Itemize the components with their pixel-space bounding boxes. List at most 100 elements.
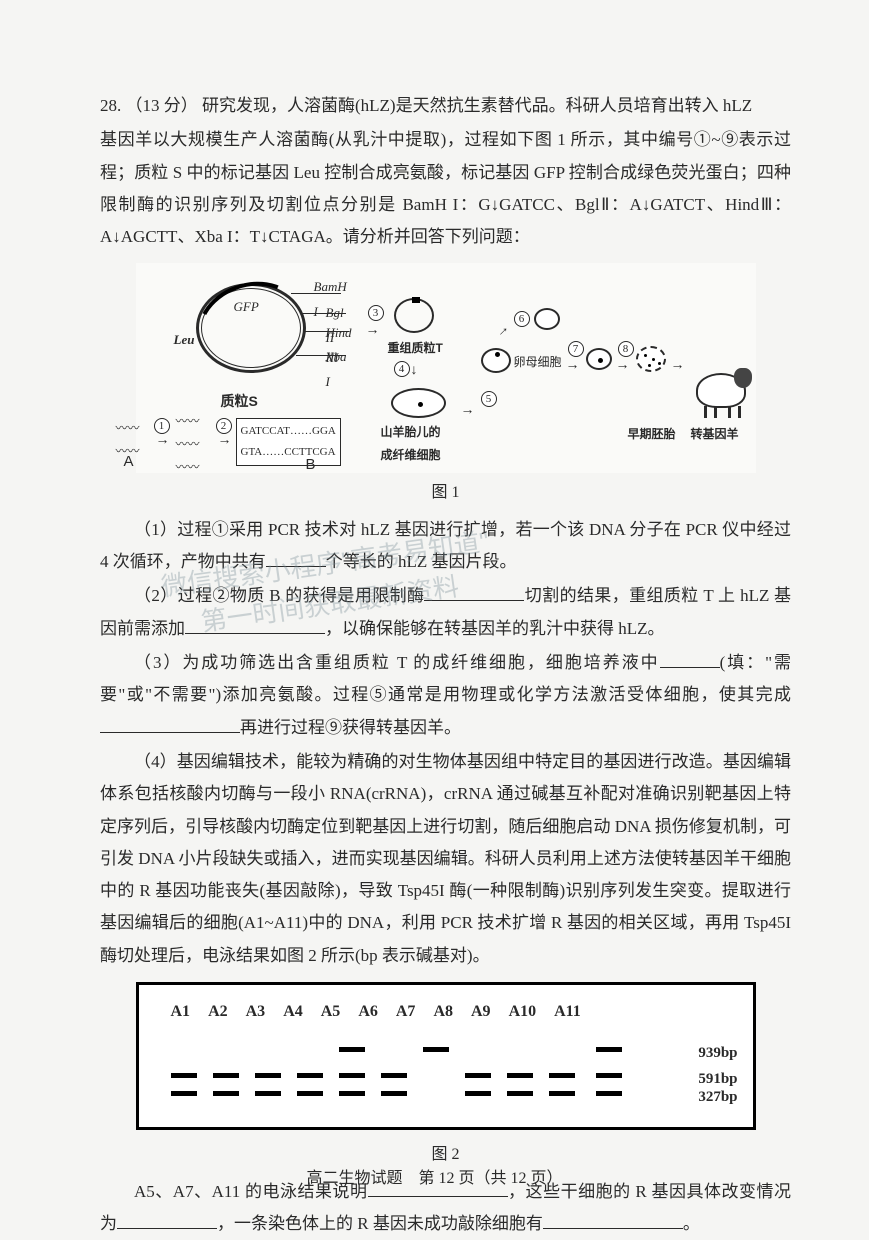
sheep-leg-3 — [728, 406, 731, 418]
q1-suffix: 个等长的 hLZ 基因片段。 — [326, 552, 517, 571]
seq-top: GATCCAT……GGA — [241, 421, 336, 442]
gel-band — [297, 1073, 323, 1078]
lane-a10: A10 — [509, 997, 537, 1027]
fig1-caption: 图 1 — [100, 478, 791, 508]
oocyte-dot — [495, 352, 500, 357]
figure-1: GFP Leu BamH I Bgl II Hind III Xba I 质粒S… — [136, 263, 756, 473]
gel-figure: A1 A2 A3 A4 A5 A6 A7 A8 A9 A10 A11 939bp… — [136, 982, 756, 1130]
label-a: A — [124, 448, 134, 477]
bp-939-label: 939bp — [698, 1039, 737, 1068]
recomb-t-label: 重组质粒T — [388, 337, 443, 360]
lane-a9: A9 — [471, 997, 491, 1027]
lane-a8: A8 — [433, 997, 453, 1027]
embryo-dot-4 — [658, 362, 661, 365]
step-1-num: 1 — [154, 418, 170, 434]
intro-text-1: 研究发现，人溶菌酶(hLZ)是天然抗生素替代品。科研人员培育出转入 hLZ — [202, 96, 752, 115]
sequence-box: GATCCAT……GGA GTA……CCTTCGA — [236, 418, 341, 466]
q1-para: （1）过程①采用 PCR 技术对 hLZ 基因进行扩增，若一个该 DNA 分子在… — [100, 514, 791, 579]
oocyte — [481, 348, 511, 373]
q-points: （13 分） — [126, 96, 198, 115]
q3-blank-1 — [660, 648, 720, 668]
q3-suffix: 再进行过程⑨获得转基因羊。 — [240, 718, 461, 737]
gel-band — [465, 1073, 491, 1078]
embryo-dot-2 — [652, 358, 655, 361]
gel-band — [465, 1091, 491, 1096]
gel-band — [423, 1047, 449, 1052]
recomb-plasmid-t — [394, 298, 434, 333]
gel-bands-area: 939bp 591bp 327bp — [171, 1039, 733, 1109]
lane-a11: A11 — [554, 997, 581, 1027]
question-intro: 28. （13 分） 研究发现，人溶菌酶(hLZ)是天然抗生素替代品。科研人员培… — [100, 90, 791, 122]
q-number: 28. — [100, 96, 121, 115]
sheep-leg-1 — [704, 406, 707, 418]
gel-band — [381, 1073, 407, 1078]
gel-band — [339, 1073, 365, 1078]
gel-band — [507, 1091, 533, 1096]
wave-mid: 〰〰〰〰〰〰 — [176, 411, 200, 479]
step-8-num: 8 — [618, 341, 634, 357]
q4-final-mid2: ，一条染色体上的 R 基因未成功敲除细胞有 — [217, 1214, 543, 1233]
step-4-num: 4 — [394, 361, 410, 377]
gel-band — [596, 1047, 622, 1052]
step-7-num: 7 — [568, 341, 584, 357]
q2-blank-1 — [424, 581, 524, 601]
sheep-label: 转基因羊 — [691, 423, 739, 446]
sheep-head — [734, 368, 752, 388]
plasmid-s: GFP Leu BamH I Bgl II Hind III Xba I — [186, 273, 336, 393]
gel-band — [297, 1091, 323, 1096]
lane-a3: A3 — [246, 997, 266, 1027]
plasmid-s-label: 质粒S — [221, 388, 258, 415]
gel-band — [255, 1091, 281, 1096]
lane-a1: A1 — [171, 997, 191, 1027]
gel-band — [213, 1091, 239, 1096]
arrow-6: → — [488, 317, 517, 346]
plasmid-t-mark — [412, 297, 420, 303]
step-6-num: 6 — [514, 311, 530, 327]
embryo-label: 早期胚胎 — [628, 423, 676, 446]
q2-blank-2 — [185, 613, 325, 633]
gel-band — [507, 1073, 533, 1078]
arrow-8: → — [616, 353, 630, 380]
fused-cell — [586, 348, 612, 370]
arrow-4-down: ↓ — [411, 358, 418, 385]
arrow-9: → — [671, 353, 685, 380]
gel-band — [381, 1091, 407, 1096]
embryo-dot-1 — [644, 354, 647, 357]
q3-text: （3）为成功筛选出含重组质粒 T 的成纤维细胞，细胞培养液中 — [134, 653, 660, 672]
lane-a7: A7 — [396, 997, 416, 1027]
oocyte-label: 卵母细胞 — [514, 351, 562, 374]
lane-a5: A5 — [321, 997, 341, 1027]
fibroblast-dot — [418, 402, 423, 407]
fibroblast-label: 山羊胎儿的 成纤维细胞 — [381, 421, 441, 467]
step-5-num: 5 — [481, 391, 497, 407]
sheep-leg-4 — [738, 406, 741, 418]
gel-band — [213, 1073, 239, 1078]
lane-labels-row: A1 A2 A3 A4 A5 A6 A7 A8 A9 A10 A11 — [171, 997, 733, 1027]
intro-text-2: 基因羊以大规模生产人溶菌酶(从乳汁中提取)，过程如下图 1 所示，其中编号①~⑨… — [100, 124, 791, 253]
lane-a2: A2 — [208, 997, 228, 1027]
gel-band — [596, 1091, 622, 1096]
arrow-5: → — [461, 398, 475, 425]
q2-text: （2）过程②物质 B 的获得是用限制酶 — [134, 586, 424, 605]
gel-band — [549, 1091, 575, 1096]
xba-label: Xba I — [326, 345, 347, 394]
arrow-3: → — [366, 318, 380, 345]
step-2-num: 2 — [216, 418, 232, 434]
step-3-num: 3 — [368, 305, 384, 321]
fused-dot — [598, 358, 603, 363]
q3-blank-2 — [100, 712, 240, 732]
arrow-7: → — [566, 353, 580, 380]
seq-bot: GTA……CCTTCGA — [241, 442, 336, 463]
gfp-segment — [183, 267, 317, 389]
q2-para: （2）过程②物质 B 的获得是用限制酶切割的结果，重组质粒 T 上 hLZ 基因… — [100, 580, 791, 645]
lane-a4: A4 — [283, 997, 303, 1027]
bp-327-label: 327bp — [698, 1083, 737, 1112]
q2-suffix: ，以确保能够在转基因羊的乳汁中获得 hLZ。 — [325, 619, 665, 638]
gel-band — [255, 1073, 281, 1078]
q4-final-blank-3 — [543, 1209, 683, 1229]
q3-para: （3）为成功筛选出含重组质粒 T 的成纤维细胞，细胞培养液中(填："需要"或"不… — [100, 647, 791, 744]
q4-para: （4）基因编辑技术，能较为精确的对生物体基因组中特定目的基因进行改造。基因编辑体… — [100, 746, 791, 972]
gel-band — [596, 1073, 622, 1078]
q1-blank — [266, 547, 326, 567]
embryo-dot-3 — [648, 364, 651, 367]
